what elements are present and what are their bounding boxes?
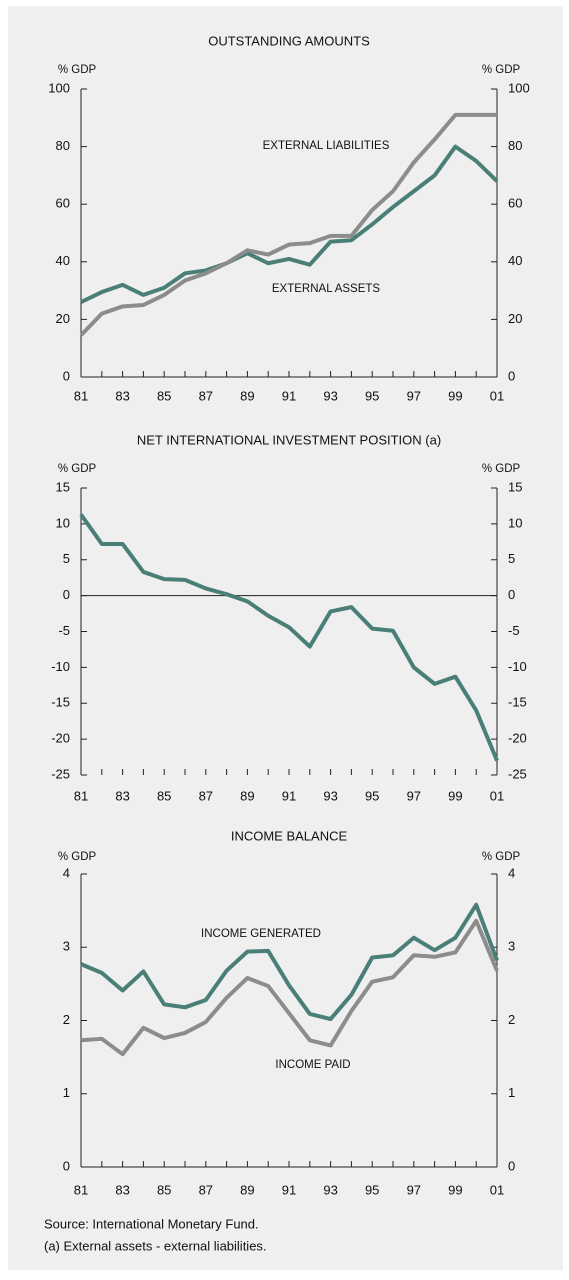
y2-tick-label: 0 xyxy=(508,1158,515,1173)
y-tick-label: 3 xyxy=(63,939,70,954)
y2-tick-label: -25 xyxy=(508,766,527,781)
series-line xyxy=(79,513,499,762)
x-tick-label: 85 xyxy=(157,788,171,803)
y-tick-label: 0 xyxy=(63,587,70,602)
x-tick-label: 89 xyxy=(240,788,254,803)
y-tick-label: 10 xyxy=(56,515,70,530)
y-tick-label: 0 xyxy=(63,1158,70,1173)
x-tick-label: 87 xyxy=(199,788,213,803)
y-tick-label: 80 xyxy=(56,138,70,153)
series-label: EXTERNAL LIABILITIES xyxy=(263,140,390,152)
x-tick-label: 81 xyxy=(74,788,88,803)
y2-tick-label: 40 xyxy=(508,253,522,268)
y2-tick-label: -10 xyxy=(508,659,527,674)
x-tick-label: 93 xyxy=(323,388,337,403)
y-axis-label: % GDP xyxy=(58,463,97,475)
y-tick-label: 20 xyxy=(56,311,70,326)
y-tick-label: 100 xyxy=(48,80,70,95)
series-label: INCOME PAID xyxy=(275,1059,350,1071)
x-tick-label: 99 xyxy=(448,1182,462,1197)
x-tick-label: 97 xyxy=(407,388,421,403)
series-line xyxy=(80,902,499,1022)
y2-tick-label: 100 xyxy=(508,80,530,95)
x-tick-label: 91 xyxy=(282,1182,296,1197)
y2-tick-label: 0 xyxy=(508,587,515,602)
y-tick-label: -15 xyxy=(51,695,70,710)
background xyxy=(8,6,563,1270)
y2-tick-label: 3 xyxy=(508,939,515,954)
y2-tick-label: 60 xyxy=(508,196,522,211)
y2-axis-label: % GDP xyxy=(482,463,521,475)
y2-tick-label: 80 xyxy=(508,138,522,153)
x-tick-label: 95 xyxy=(365,788,379,803)
chart-title: NET INTERNATIONAL INVESTMENT POSITION (a… xyxy=(137,432,441,447)
y2-tick-label: -5 xyxy=(508,623,520,638)
x-tick-label: 97 xyxy=(407,1182,421,1197)
y-tick-label: -5 xyxy=(58,623,70,638)
x-tick-label: 99 xyxy=(448,388,462,403)
y-axis-label: % GDP xyxy=(58,64,97,76)
x-tick-label: 89 xyxy=(240,1182,254,1197)
y-tick-label: 60 xyxy=(56,196,70,211)
y2-tick-label: 10 xyxy=(508,515,522,530)
y-tick-label: 4 xyxy=(63,865,70,880)
y-tick-label: -20 xyxy=(51,731,70,746)
y2-tick-label: 0 xyxy=(508,368,515,383)
x-tick-label: 85 xyxy=(157,1182,171,1197)
y2-tick-label: 5 xyxy=(508,551,515,566)
x-tick-label: 01 xyxy=(490,388,504,403)
x-tick-label: 93 xyxy=(323,788,337,803)
y-tick-label: 1 xyxy=(63,1085,70,1100)
series-label: EXTERNAL ASSETS xyxy=(272,283,381,295)
y2-tick-label: -20 xyxy=(508,731,527,746)
x-tick-label: 97 xyxy=(407,788,421,803)
series-line xyxy=(80,918,499,1057)
y-tick-label: -25 xyxy=(51,766,70,781)
y2-tick-label: 1 xyxy=(508,1085,515,1100)
y-tick-label: -10 xyxy=(51,659,70,674)
x-tick-label: 95 xyxy=(365,1182,379,1197)
x-tick-label: 81 xyxy=(74,388,88,403)
y-tick-label: 2 xyxy=(63,1012,70,1027)
series-label: INCOME GENERATED xyxy=(201,928,321,940)
series-line xyxy=(80,144,499,304)
y-tick-label: 15 xyxy=(56,479,70,494)
chart-title: OUTSTANDING AMOUNTS xyxy=(208,33,370,48)
y2-axis-label: % GDP xyxy=(482,64,521,76)
x-tick-label: 99 xyxy=(448,788,462,803)
x-tick-label: 85 xyxy=(157,388,171,403)
y-axis-label: % GDP xyxy=(58,851,97,863)
chart-title: INCOME BALANCE xyxy=(231,828,348,843)
x-tick-label: 87 xyxy=(199,1182,213,1197)
x-tick-label: 81 xyxy=(74,1182,88,1197)
footnote: (a) External assets - external liabiliti… xyxy=(44,1238,267,1253)
y-tick-label: 0 xyxy=(63,368,70,383)
x-tick-label: 89 xyxy=(240,388,254,403)
y2-tick-label: 20 xyxy=(508,311,522,326)
footnote: Source: International Monetary Fund. xyxy=(44,1216,259,1231)
y2-tick-label: 15 xyxy=(508,479,522,494)
y2-tick-label: 4 xyxy=(508,865,515,880)
x-tick-label: 91 xyxy=(282,388,296,403)
y-tick-label: 40 xyxy=(56,253,70,268)
x-tick-label: 01 xyxy=(490,1182,504,1197)
series-line xyxy=(79,112,497,337)
y2-tick-label: 2 xyxy=(508,1012,515,1027)
y-tick-label: 5 xyxy=(63,551,70,566)
x-tick-label: 83 xyxy=(115,1182,129,1197)
x-tick-label: 01 xyxy=(490,788,504,803)
y2-tick-label: -15 xyxy=(508,695,527,710)
x-tick-label: 93 xyxy=(323,1182,337,1197)
x-tick-label: 83 xyxy=(115,388,129,403)
x-tick-label: 83 xyxy=(115,788,129,803)
x-tick-label: 91 xyxy=(282,788,296,803)
x-tick-label: 87 xyxy=(199,388,213,403)
x-tick-label: 95 xyxy=(365,388,379,403)
y2-axis-label: % GDP xyxy=(482,851,521,863)
